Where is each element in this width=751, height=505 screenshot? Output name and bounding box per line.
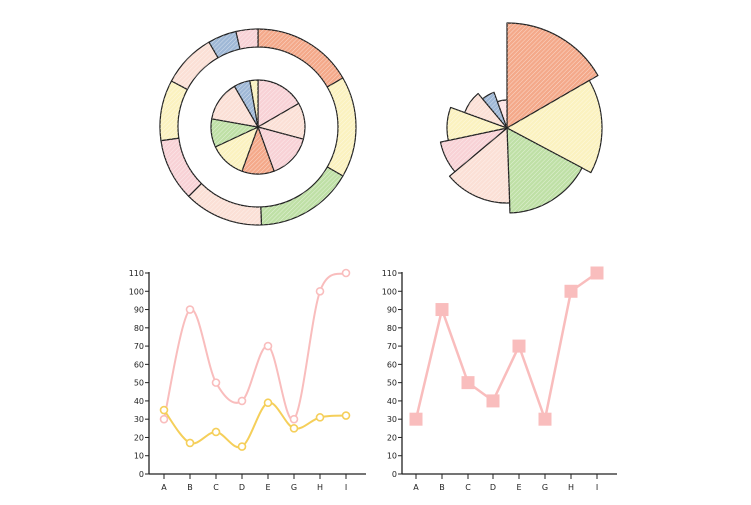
data-point-marker (263, 341, 273, 351)
data-point-marker (409, 412, 423, 426)
y-tick-label: 0 (392, 470, 397, 479)
y-tick-label: 30 (134, 415, 144, 424)
y-tick-label: 20 (134, 433, 144, 442)
data-point-marker (211, 427, 221, 437)
inner-pie-slice-hatch (211, 86, 258, 127)
y-tick-label: 110 (382, 269, 397, 278)
data-point-marker (590, 266, 604, 280)
x-tick-label: E (516, 483, 521, 492)
inner-pie-slice-hatch (249, 80, 258, 127)
x-tick-label: B (439, 483, 445, 492)
x-tick-label: C (213, 483, 219, 492)
x-tick-label: E (265, 483, 270, 492)
inner-pie-slice-hatch (258, 127, 304, 172)
y-tick-label: 100 (382, 287, 397, 296)
x-tick-label: C (465, 483, 471, 492)
data-point-marker (341, 268, 351, 278)
x-tick-label: H (568, 483, 574, 492)
y-tick-label: 70 (387, 342, 397, 351)
y-tick-label: 70 (134, 342, 144, 351)
data-point-marker (159, 405, 169, 415)
data-point-marker (538, 412, 552, 426)
data-point-marker (159, 414, 169, 424)
data-point-marker (315, 286, 325, 296)
y-tick-label: 50 (387, 379, 397, 388)
inner-pie-slice-hatch (258, 80, 299, 127)
data-point-marker (211, 378, 221, 387)
outer-ring-segment-hatch (258, 29, 343, 87)
data-point-marker (263, 398, 273, 408)
rose-slice-hatch (507, 128, 583, 213)
outer-ring-segment-hatch (188, 183, 262, 225)
y-tick-label: 10 (134, 452, 144, 461)
rose-slice-hatch (464, 93, 507, 128)
rose-slice-hatch (449, 128, 510, 204)
data-point-marker (289, 424, 299, 433)
inner-pie-slice-hatch (241, 127, 275, 175)
inner-pie-slice-hatch (215, 127, 258, 172)
outer-ring-segment-hatch (160, 138, 202, 197)
rose-slice-hatch (482, 92, 507, 128)
outer-ring-segment-hatch (209, 31, 241, 58)
y-tick-label: 10 (387, 452, 397, 461)
data-point-marker (237, 396, 247, 406)
y-tick-label: 0 (139, 470, 144, 479)
y-tick-label: 50 (134, 379, 144, 388)
x-tick-label: A (161, 483, 167, 492)
outer-ring-segment-hatch (235, 29, 258, 50)
inner-pie-slice-hatch (211, 118, 258, 147)
rose-slice-hatch (447, 107, 507, 141)
y-tick-label: 60 (134, 360, 144, 369)
data-point-marker (461, 376, 475, 390)
data-point-marker (486, 394, 500, 408)
y-tick-label: 90 (134, 306, 144, 315)
inner-pie-slice-hatch (234, 80, 258, 127)
x-tick-label: G (291, 483, 297, 492)
inner-pie-slice-hatch (258, 103, 305, 140)
x-tick-label: D (490, 483, 496, 492)
outer-ring-segment-hatch (327, 78, 356, 176)
y-tick-label: 40 (134, 397, 144, 406)
outer-ring-segment-hatch (171, 42, 218, 90)
y-tick-label: 20 (387, 433, 397, 442)
x-tick-label: H (317, 483, 323, 492)
rose-slice-hatch (497, 100, 507, 128)
data-point-marker (289, 414, 299, 424)
data-point-marker (185, 305, 195, 314)
data-point-marker (341, 411, 351, 420)
data-point-marker (435, 303, 449, 317)
line-chart-square-markers: 0 10 20 30 40 50 60 70 80 90 100 110 A B C D E G H I (382, 266, 617, 492)
x-tick-label: A (413, 483, 419, 492)
rose-pie-chart (439, 22, 603, 214)
y-tick-label: 60 (387, 360, 397, 369)
outer-ring-segment-hatch (260, 167, 343, 225)
data-point-marker (185, 438, 195, 448)
y-tick-label: 80 (387, 324, 397, 333)
rose-slice-hatch (507, 23, 598, 128)
x-tick-label: D (239, 483, 245, 492)
data-point-marker (512, 339, 526, 353)
line-chart-two-series: 0 10 20 30 40 50 60 70 80 90 100 110 A B C D E G H I (129, 268, 366, 492)
y-tick-label: 30 (387, 415, 397, 424)
y-tick-label: 80 (134, 324, 144, 333)
y-tick-label: 110 (129, 269, 144, 278)
y-tick-label: 40 (387, 397, 397, 406)
x-tick-label: G (542, 483, 548, 492)
x-tick-label: B (187, 483, 193, 492)
outer-ring-segment-hatch (160, 80, 188, 141)
rose-slice-hatch (507, 80, 602, 173)
y-tick-label: 90 (387, 306, 397, 315)
y-tick-label: 100 (129, 287, 144, 296)
data-point-marker (315, 413, 325, 422)
nested-donut-chart (159, 28, 357, 226)
data-point-marker (564, 284, 578, 298)
x-tick-label: I (596, 483, 598, 492)
data-point-marker (237, 442, 247, 451)
x-tick-label: I (345, 483, 347, 492)
